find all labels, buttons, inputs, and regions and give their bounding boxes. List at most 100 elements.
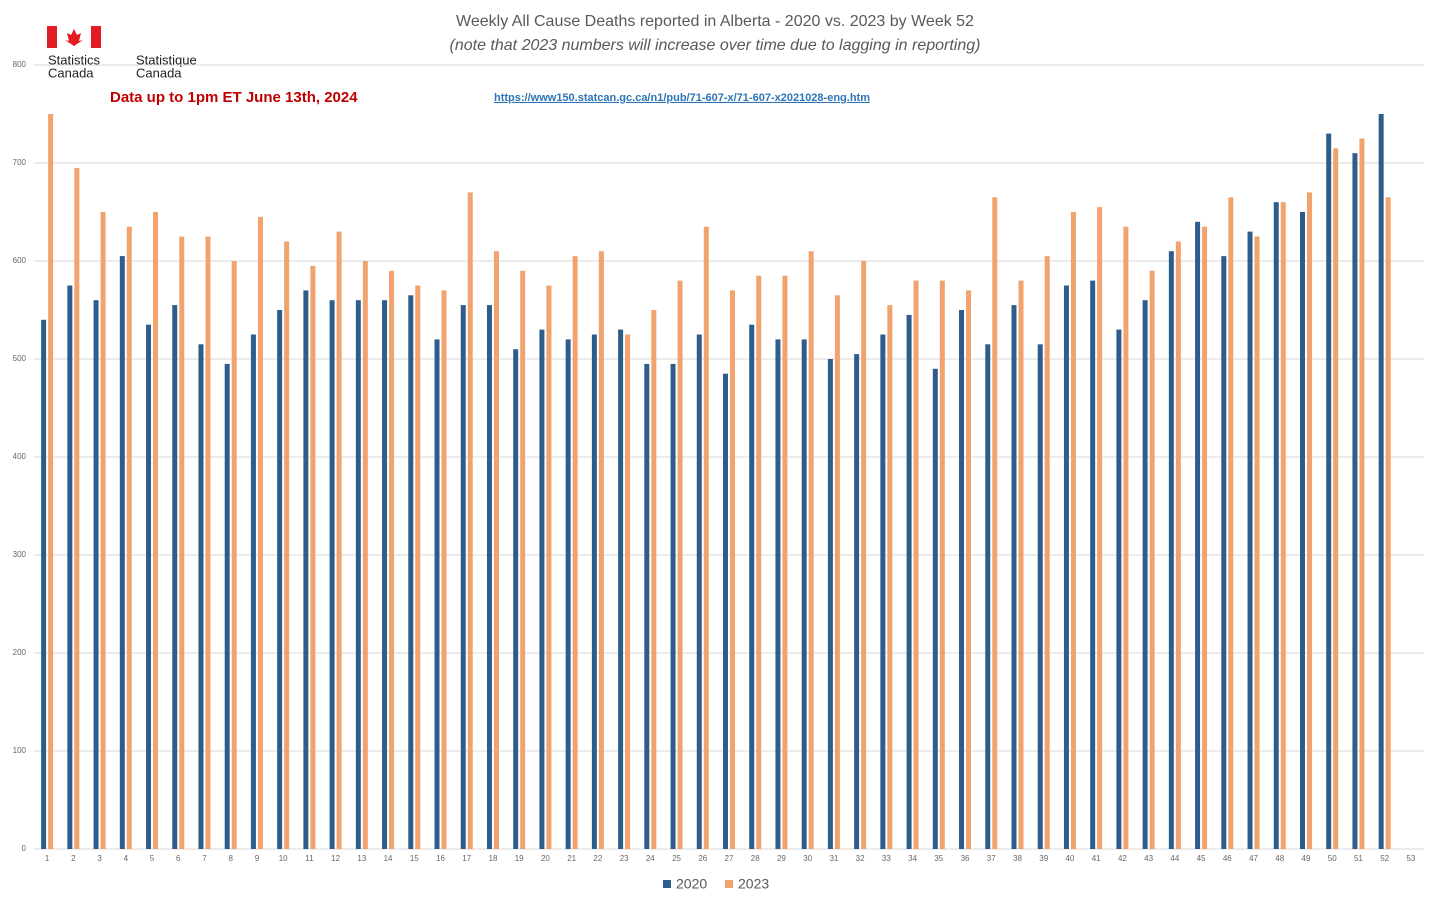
bar: [225, 364, 230, 849]
x-tick-label: 8: [228, 854, 233, 863]
bar: [1202, 227, 1207, 849]
bar: [179, 237, 184, 850]
bar: [232, 261, 237, 849]
bar: [487, 305, 492, 849]
x-tick-label: 51: [1354, 854, 1363, 863]
x-tick-label: 48: [1275, 854, 1284, 863]
bar: [678, 281, 683, 849]
x-tick-label: 17: [462, 854, 471, 863]
y-tick-label: 600: [13, 256, 27, 265]
bar: [1195, 222, 1200, 849]
bar: [1248, 232, 1253, 849]
bar: [127, 227, 132, 849]
bar: [1333, 148, 1338, 849]
x-tick-label: 45: [1197, 854, 1206, 863]
bar: [539, 330, 544, 849]
bar: [146, 325, 151, 849]
bar: [494, 251, 499, 849]
x-tick-label: 4: [124, 854, 129, 863]
y-tick-label: 0: [22, 844, 27, 853]
bar: [520, 271, 525, 849]
x-tick-label: 33: [882, 854, 891, 863]
bar: [1045, 256, 1050, 849]
legend-swatch: [725, 880, 733, 888]
bar: [566, 339, 571, 849]
y-tick-label: 300: [13, 550, 27, 559]
x-tick-label: 35: [934, 854, 943, 863]
bar: [408, 295, 413, 849]
bar: [914, 281, 919, 849]
bar: [592, 335, 597, 850]
x-tick-label: 50: [1328, 854, 1337, 863]
bar: [284, 241, 289, 849]
y-tick-label: 400: [13, 452, 27, 461]
bar: [644, 364, 649, 849]
bar: [74, 168, 79, 849]
bar: [704, 227, 709, 849]
bar: [756, 276, 761, 849]
bar: [363, 261, 368, 849]
bar: [120, 256, 125, 849]
bar: [468, 192, 473, 849]
bar: [1386, 197, 1391, 849]
x-tick-label: 10: [279, 854, 288, 863]
bar: [809, 251, 814, 849]
x-tick-label: 21: [567, 854, 576, 863]
bar: [435, 339, 440, 849]
bar: [880, 335, 885, 850]
bar: [697, 335, 702, 850]
bar: [618, 330, 623, 849]
bar: [749, 325, 754, 849]
x-tick-label: 13: [357, 854, 366, 863]
bar: [651, 310, 656, 849]
bar: [1123, 227, 1128, 849]
x-tick-label: 53: [1406, 854, 1415, 863]
bar: [1359, 139, 1364, 850]
x-tick-label: 7: [202, 854, 207, 863]
link[interactable]: https://www150.statcan.gc.ca/n1/pub/71-6…: [494, 92, 870, 104]
bar: [1379, 114, 1384, 849]
bar: [1176, 241, 1181, 849]
x-tick-label: 1: [45, 854, 50, 863]
bar: [1018, 281, 1023, 849]
x-tick-label: 42: [1118, 854, 1127, 863]
x-tick-label: 29: [777, 854, 786, 863]
bar: [258, 217, 263, 849]
logo-text: Canada: [48, 65, 94, 80]
y-tick-label: 800: [13, 60, 27, 69]
bar: [1352, 153, 1357, 849]
y-tick-label: 200: [13, 648, 27, 657]
bar: [723, 374, 728, 849]
bar: [828, 359, 833, 849]
x-tick-label: 30: [803, 854, 812, 863]
bar: [389, 271, 394, 849]
x-tick-label: 12: [331, 854, 340, 863]
x-tick-label: 44: [1170, 854, 1179, 863]
bar: [546, 286, 551, 850]
x-tick-label: 40: [1065, 854, 1074, 863]
bar: [730, 290, 735, 849]
bar: [1169, 251, 1174, 849]
bar: [67, 286, 72, 850]
bar: [1326, 134, 1331, 849]
x-tick-label: 5: [150, 854, 155, 863]
bar: [599, 251, 604, 849]
bar: [573, 256, 578, 849]
logo-text: Canada: [136, 65, 182, 80]
x-tick-label: 46: [1223, 854, 1232, 863]
bar: [940, 281, 945, 849]
chart: Statistics Canada Statistique Canada Wee…: [0, 0, 1429, 898]
bar: [1150, 271, 1155, 849]
bar: [933, 369, 938, 849]
bar: [1116, 330, 1121, 849]
bar: [41, 320, 46, 849]
x-tick-label: 28: [751, 854, 760, 863]
bar: [1300, 212, 1305, 849]
bar: [1097, 207, 1102, 849]
x-tick-label: 19: [515, 854, 524, 863]
bar: [625, 335, 630, 850]
legend-label: 2020: [676, 876, 707, 892]
bar: [205, 237, 210, 850]
bar: [985, 344, 990, 849]
x-tick-label: 38: [1013, 854, 1022, 863]
